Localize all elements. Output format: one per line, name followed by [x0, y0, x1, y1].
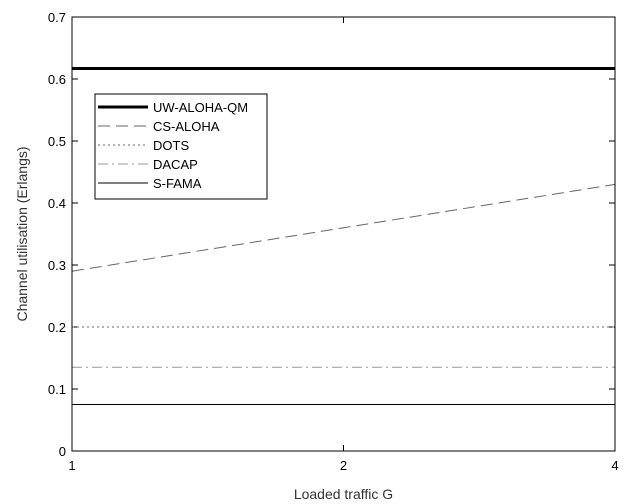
series-layer [71, 66, 616, 405]
x-tick-label: 2 [340, 458, 347, 473]
x-tick-label: 1 [68, 458, 75, 473]
legend: UW-ALOHA-QM CS-ALOHA DOTS DACAP S-FAMA [94, 93, 268, 200]
y-tick-label: 0.3 [48, 258, 66, 273]
y-tick-label: 0.5 [48, 134, 66, 149]
y-tick-label: 0.7 [48, 10, 66, 25]
y-tick-label: 0.6 [48, 72, 66, 87]
plot-area-frame [71, 16, 616, 452]
y-tick-label: 0.2 [48, 320, 66, 335]
x-tick-label: 4 [611, 458, 618, 473]
x-axis-title: Loaded traffic G [294, 486, 393, 502]
legend-items: UW-ALOHA-QM CS-ALOHA DOTS DACAP S-FAMA [98, 100, 248, 191]
legend-label: UW-ALOHA-QM [153, 100, 248, 115]
legend-label: DOTS [153, 138, 189, 153]
y-axis-title: Channel utilisation (Erlangs) [14, 146, 30, 321]
series-line-cs-aloha [71, 183, 616, 272]
legend-label: CS-ALOHA [153, 119, 220, 134]
y-tick-label: 0.1 [48, 382, 66, 397]
legend-box [94, 93, 268, 200]
tick-layer: 0 0.1 0.2 0.3 0.4 0.5 0.6 0.7 1 2 4 [48, 10, 619, 473]
legend-label: DACAP [153, 157, 198, 172]
y-tick-label: 0 [59, 444, 66, 459]
legend-label: S-FAMA [153, 176, 202, 191]
y-tick-label: 0.4 [48, 196, 66, 211]
